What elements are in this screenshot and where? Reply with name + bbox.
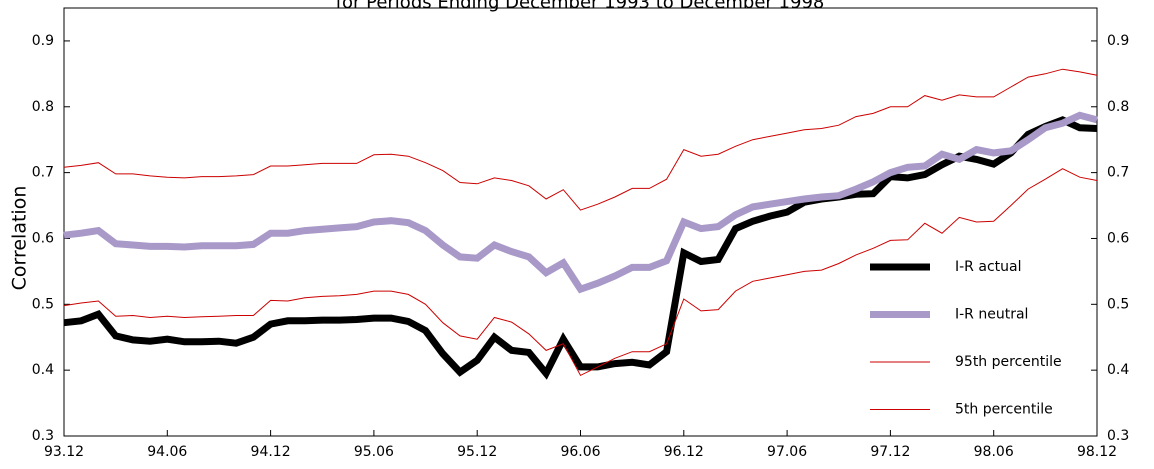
x-tick-label: 96.12 [664,444,704,460]
y-tick-label: 0.4 [32,362,54,378]
legend-label: I-R actual [955,259,1021,275]
series-line [63,111,1098,294]
x-tick-label: 94.12 [251,444,291,460]
series-line [63,168,1098,377]
series-line [63,116,1098,380]
y2-tick-label: 0.5 [1107,296,1129,312]
series-line [63,68,1098,211]
x-tick-label: 98.06 [974,444,1014,460]
x-tick-label: 93.12 [44,444,84,460]
x-tick-label: 98.12 [1077,444,1117,460]
legend-label: I-R neutral [955,307,1028,323]
x-tick-label: 97.06 [767,444,807,460]
y2-tick-label: 0.7 [1107,165,1129,181]
y-tick-label: 0.6 [32,230,54,246]
y2-tick-label: 0.9 [1107,33,1129,49]
chart-title: for Periods Ending December 1993 to Dece… [336,0,825,13]
y-tick-label: 0.5 [32,296,54,312]
y-tick-label: 0.9 [32,33,54,49]
y2-tick-label: 0.6 [1107,230,1129,246]
x-tick-label: 96.06 [560,444,600,460]
x-tick-label: 94.06 [147,444,187,460]
x-tick-label: 95.06 [354,444,394,460]
y2-tick-label: 0.8 [1107,99,1129,115]
y2-tick-label: 0.3 [1107,428,1129,444]
x-tick-label: 95.12 [457,444,497,460]
y-tick-label: 0.7 [32,165,54,181]
y-tick-label: 0.8 [32,99,54,115]
plot-frame [63,7,1098,437]
x-tick-label: 97.12 [870,444,910,460]
legend-label: 5th percentile [955,402,1053,418]
y-tick-label: 0.3 [32,428,54,444]
legend-label: 95th percentile [955,354,1062,370]
y-axis-label: Correlation [9,186,31,291]
y2-tick-label: 0.4 [1107,362,1129,378]
